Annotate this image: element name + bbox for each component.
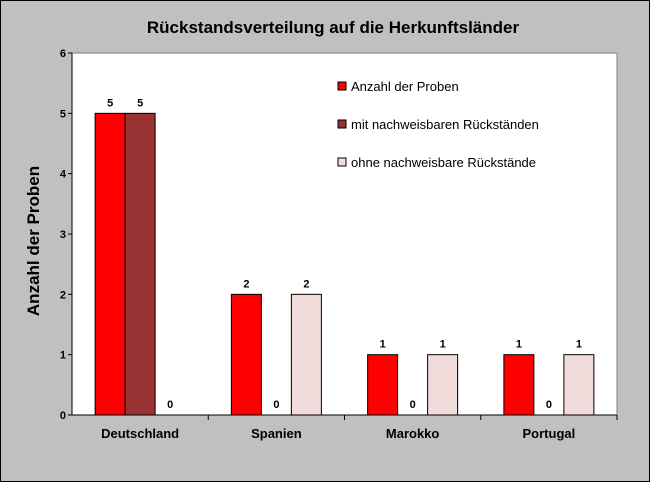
- legend-swatch: [337, 81, 347, 91]
- data-label: 0: [546, 399, 552, 411]
- x-tick-label-marokko: Marokko: [386, 426, 440, 441]
- bar: [94, 112, 126, 416]
- legend-label: mit nachweisbaren Rückständen: [351, 117, 539, 132]
- x-tick-label-spanien: Spanien: [251, 426, 302, 441]
- bar: [367, 354, 399, 416]
- bar: [503, 354, 535, 416]
- legend-swatch: [337, 119, 347, 129]
- y-tick-label-2: 2: [60, 289, 66, 301]
- data-label: 1: [380, 339, 386, 351]
- bar: [290, 293, 322, 416]
- y-tick-label-4: 4: [60, 169, 67, 181]
- x-tick-label-deutschland: Deutschland: [101, 426, 179, 441]
- y-tick-label-5: 5: [60, 108, 66, 120]
- data-label: 0: [410, 399, 416, 411]
- data-label: 1: [516, 339, 522, 351]
- bar: [563, 354, 595, 416]
- y-tick-label-0: 0: [60, 410, 66, 422]
- data-label: 1: [440, 339, 446, 351]
- data-label: 0: [167, 399, 173, 411]
- legend-label: ohne nachweisbare Rückstände: [351, 155, 536, 170]
- data-label: 2: [303, 278, 309, 290]
- data-label: 2: [243, 278, 249, 290]
- chart-title: Rückstandsverteilung auf die Herkunftslä…: [147, 18, 520, 37]
- legend-swatch: [337, 157, 347, 167]
- y-tick-label-6: 6: [60, 48, 66, 60]
- bar: [427, 354, 459, 416]
- data-label: 0: [273, 399, 279, 411]
- y-tick-label-3: 3: [60, 229, 66, 241]
- bar: [230, 293, 262, 416]
- bar: [124, 112, 156, 416]
- y-axis-label: Anzahl der Proben: [24, 166, 43, 316]
- data-label: 5: [137, 97, 143, 109]
- legend-label: Anzahl der Proben: [351, 79, 459, 94]
- legend: Anzahl der Proben mit nachweisbaren Rücks…: [337, 79, 539, 170]
- data-label: 1: [576, 339, 582, 351]
- x-tick-label-portugal: Portugal: [523, 426, 576, 441]
- y-tick-label-1: 1: [60, 350, 66, 362]
- data-label: 5: [107, 97, 113, 109]
